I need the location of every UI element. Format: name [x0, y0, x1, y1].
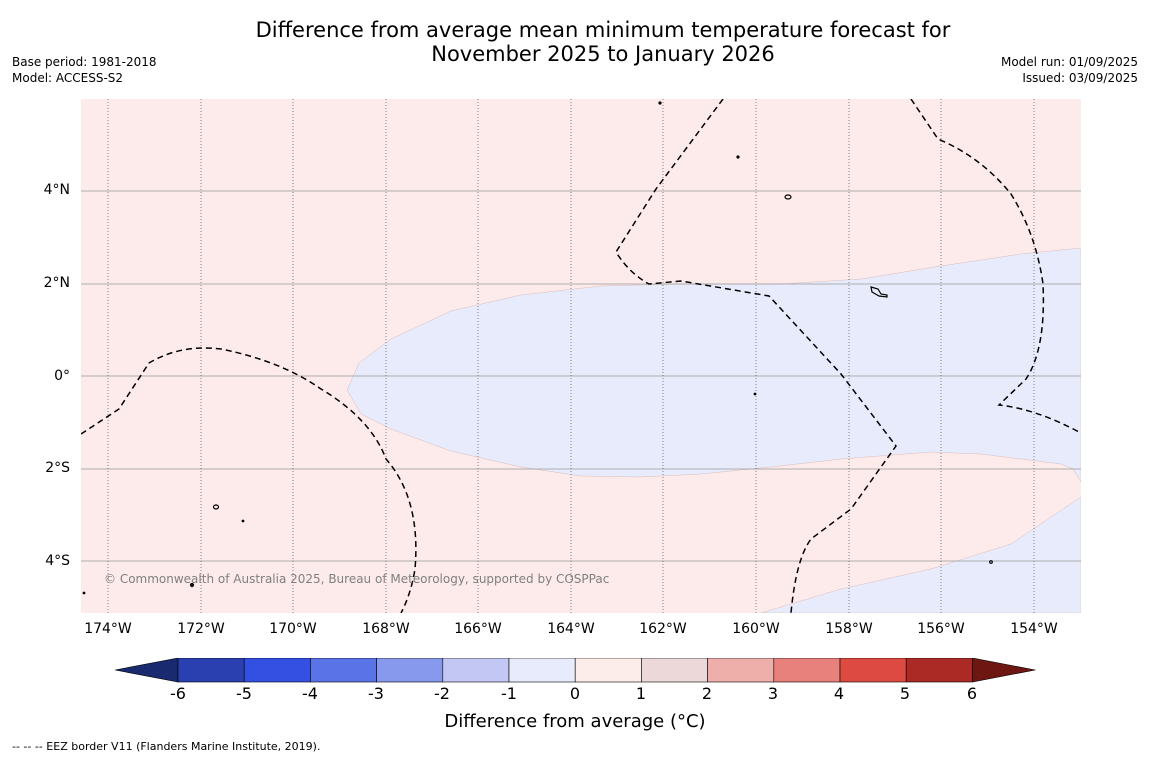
- lat-label-0: 0°: [54, 368, 70, 384]
- lat-label-4n: 4°N: [43, 182, 70, 198]
- island-west: [212, 504, 220, 510]
- lon-label-168w: 168°W: [362, 621, 410, 637]
- islet-top: [658, 101, 662, 105]
- colorbar-tick: 4: [833, 684, 845, 703]
- colorbar-segment: [310, 657, 377, 683]
- colorbar-segment: [773, 657, 841, 683]
- colorbar-segment: [905, 657, 973, 683]
- island-southwest: [189, 582, 195, 588]
- lat-label-2n: 2°N: [43, 275, 70, 291]
- colorbar-segment: [641, 657, 708, 683]
- lon-label-158w: 158°W: [825, 621, 873, 637]
- colorbar-tick: -6: [170, 684, 186, 703]
- colorbar-tick: 5: [899, 684, 911, 703]
- colorbar: [114, 657, 1037, 688]
- base-period: Base period: 1981-2018: [12, 55, 157, 69]
- colorbar-tick: 6: [966, 684, 978, 703]
- islet-west-2: [241, 519, 245, 523]
- colorbar-label: Difference from average (°C): [444, 711, 706, 732]
- colorbar-segment: [574, 657, 642, 683]
- colorbar-svg: [114, 657, 1036, 683]
- graticule: [81, 190, 1081, 562]
- map-svg: [81, 99, 1081, 613]
- colorbar-segment: [508, 657, 576, 683]
- colorbar-segment: [707, 657, 775, 683]
- colorbar-tick: -5: [236, 684, 252, 703]
- eez-footnote: -- -- -- EEZ border V11 (Flanders Marine…: [12, 740, 321, 753]
- colorbar-tick: -2: [434, 684, 450, 703]
- colorbar-tick: -1: [501, 684, 517, 703]
- copyright-credit: © Commonwealth of Australia 2025, Bureau…: [104, 572, 610, 586]
- colorbar-segment: [177, 657, 245, 683]
- colorbar-tick: 1: [635, 684, 647, 703]
- lat-label-4s: 4°S: [45, 553, 70, 569]
- lon-label-164w: 164°W: [547, 621, 595, 637]
- colorbar-segment: [376, 657, 444, 683]
- island-southeast: [989, 560, 993, 564]
- colorbar-tick: -3: [368, 684, 384, 703]
- model-info: Base period: 1981-2018 Model: ACCESS-S2: [12, 54, 157, 86]
- islet-edge: [82, 591, 86, 595]
- colorbar-tick: -4: [302, 684, 318, 703]
- colorbar-segment: [243, 657, 311, 683]
- eez-border-tokelau: [81, 347, 417, 613]
- lon-label-160w: 160°W: [732, 621, 780, 637]
- title-line-2: November 2025 to January 2026: [431, 42, 775, 66]
- lon-label-156w: 156°W: [917, 621, 965, 637]
- colorbar-tick: 0: [569, 684, 581, 703]
- model-name: Model: ACCESS-S2: [12, 71, 124, 85]
- map-title: Difference from average mean minimum tem…: [150, 18, 1056, 66]
- islands: [82, 101, 993, 595]
- lon-label-170w: 170°W: [269, 621, 317, 637]
- islet-north-2: [736, 155, 740, 159]
- colorbar-tick: 3: [767, 684, 779, 703]
- colorbar-over-arrow: [972, 657, 1036, 683]
- colorbar-segment: [839, 657, 907, 683]
- run-info: Model run: 01/09/2025 Issued: 03/09/2025: [1001, 54, 1138, 86]
- lon-label-166w: 166°W: [454, 621, 502, 637]
- lon-label-154w: 154°W: [1010, 621, 1058, 637]
- island-kiritimati: [870, 286, 888, 298]
- lat-label-2s: 2°S: [45, 460, 70, 476]
- colorbar-segment: [442, 657, 510, 683]
- title-line-1: Difference from average mean minimum tem…: [255, 18, 951, 42]
- islet-equator: [753, 392, 757, 396]
- issued-date: Issued: 03/09/2025: [1022, 71, 1138, 85]
- lon-label-172w: 172°W: [177, 621, 225, 637]
- eez-borders: [81, 99, 1080, 613]
- colorbar-under-arrow: [114, 657, 179, 683]
- island-north: [784, 194, 792, 200]
- eez-border-east: [910, 99, 1080, 433]
- colorbar-tick: 2: [701, 684, 713, 703]
- cool-anomaly-area-southeast: [760, 496, 1081, 613]
- model-run-date: Model run: 01/09/2025: [1000, 55, 1138, 69]
- map-panel: [81, 99, 1081, 613]
- lon-label-174w: 174°W: [84, 621, 132, 637]
- lon-label-162w: 162°W: [639, 621, 687, 637]
